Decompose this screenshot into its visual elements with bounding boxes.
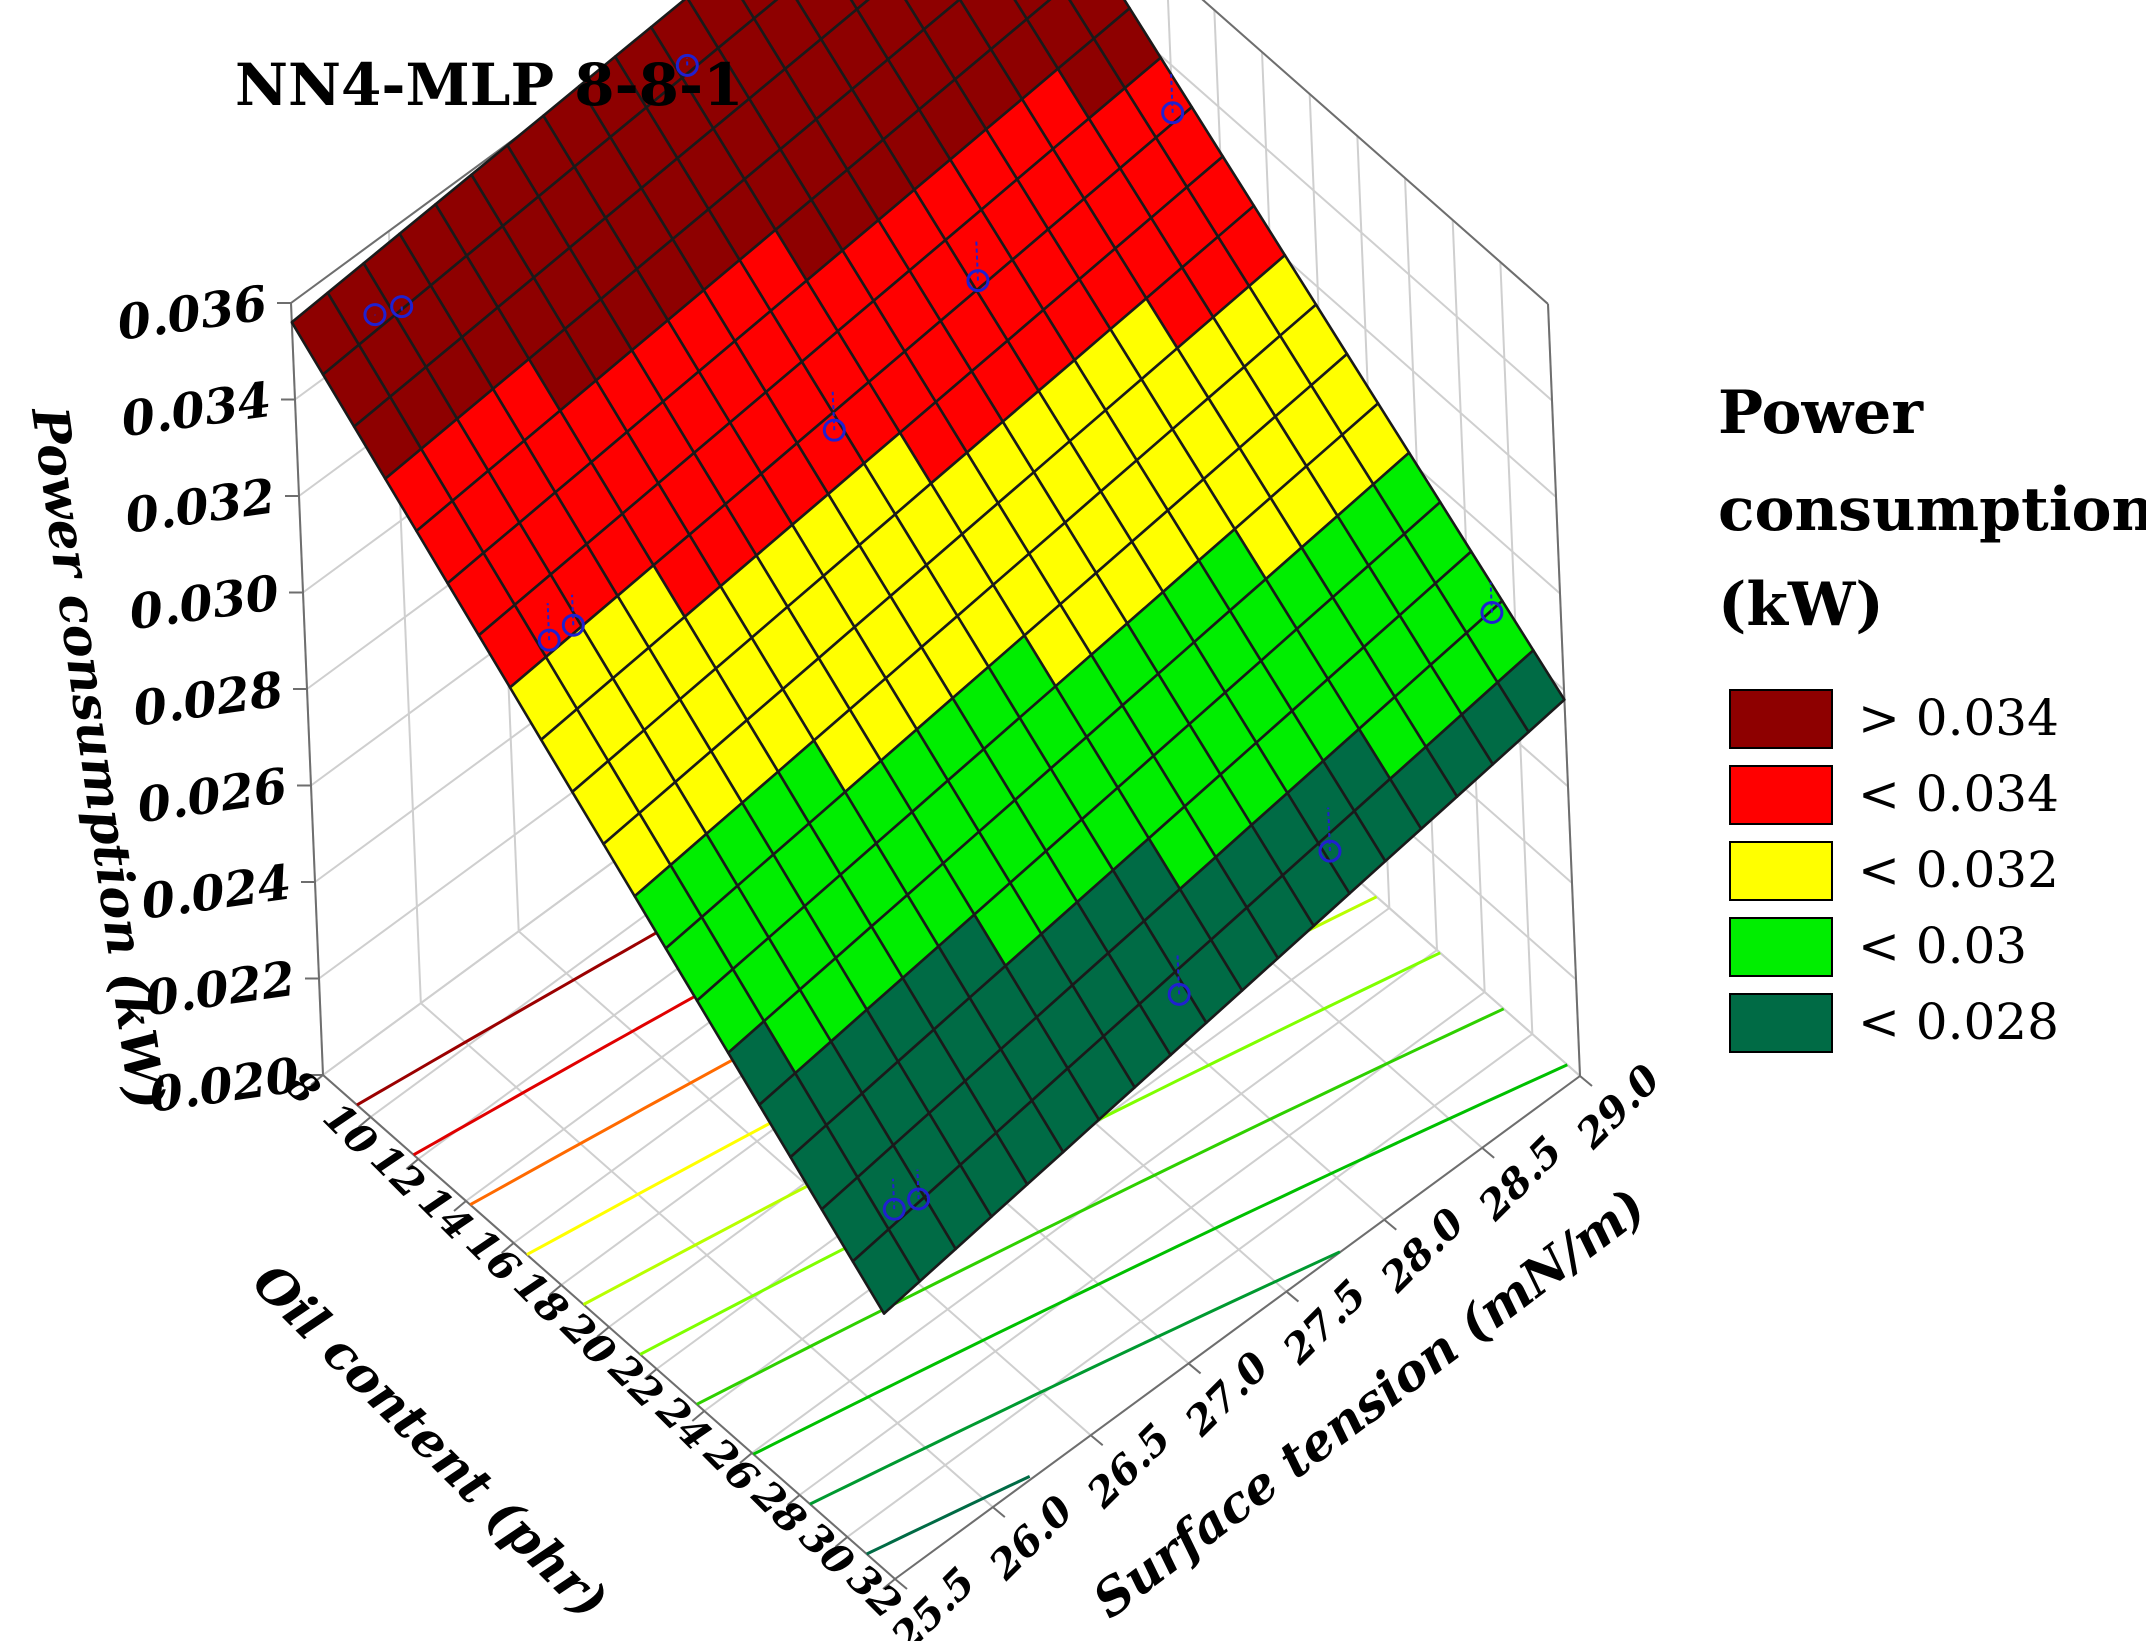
legend-swatch (1730, 994, 1832, 1052)
y-tick-mark (1189, 1363, 1201, 1373)
legend-title-line-2: consumption (1718, 475, 2146, 545)
z-tick-label: 0.030 (126, 565, 283, 641)
z-tick-label: 0.032 (122, 468, 279, 544)
y-tick-mark (1580, 1076, 1592, 1086)
y-tick-label: 29.0 (1567, 1055, 1670, 1158)
z-tick-label: 0.034 (118, 372, 275, 448)
y-tick-label: 26.5 (1077, 1415, 1180, 1518)
legend-swatch (1730, 842, 1832, 900)
legend-label: < 0.032 (1858, 841, 2059, 899)
legend: Power consumption (kW) > 0.034 < 0.034 < 0… (1718, 378, 2146, 1052)
y-tick-mark (1384, 1220, 1396, 1230)
y-tick-mark (1091, 1435, 1103, 1445)
legend-swatch (1730, 766, 1832, 824)
legend-label: < 0.03 (1858, 917, 2027, 975)
legend-title-line-1: Power (1718, 378, 1924, 448)
y-tick-mark (1482, 1148, 1494, 1158)
legend-label: > 0.034 (1858, 689, 2059, 747)
z-tick-label: 0.024 (138, 854, 295, 930)
legend-title-line-3: (kW) (1718, 570, 1884, 640)
z-tick-label: 0.026 (134, 758, 291, 834)
y-axis-label: Surface tension (mN/m) (1082, 1176, 1657, 1629)
y-tick-label: 27.5 (1273, 1271, 1376, 1374)
legend-items: > 0.034 < 0.034 < 0.032 < 0.03 < 0.028 (1730, 689, 2059, 1052)
legend-label: < 0.034 (1858, 765, 2059, 823)
z-tick-label: 0.028 (130, 661, 287, 737)
y-tick-label: 27.0 (1175, 1343, 1278, 1446)
chart-title: NN4-MLP 8-8-1 (235, 51, 743, 119)
y-tick-label: 28.5 (1469, 1127, 1572, 1230)
y-tick-label: 26.0 (980, 1486, 1083, 1589)
legend-swatch (1730, 690, 1832, 748)
legend-swatch (1730, 918, 1832, 976)
y-tick-mark (1286, 1292, 1298, 1302)
y-tick-mark (993, 1507, 1005, 1517)
y-tick-label: 28.0 (1371, 1199, 1474, 1302)
legend-label: < 0.028 (1858, 993, 2059, 1051)
z-tick-label: 0.036 (114, 275, 271, 351)
